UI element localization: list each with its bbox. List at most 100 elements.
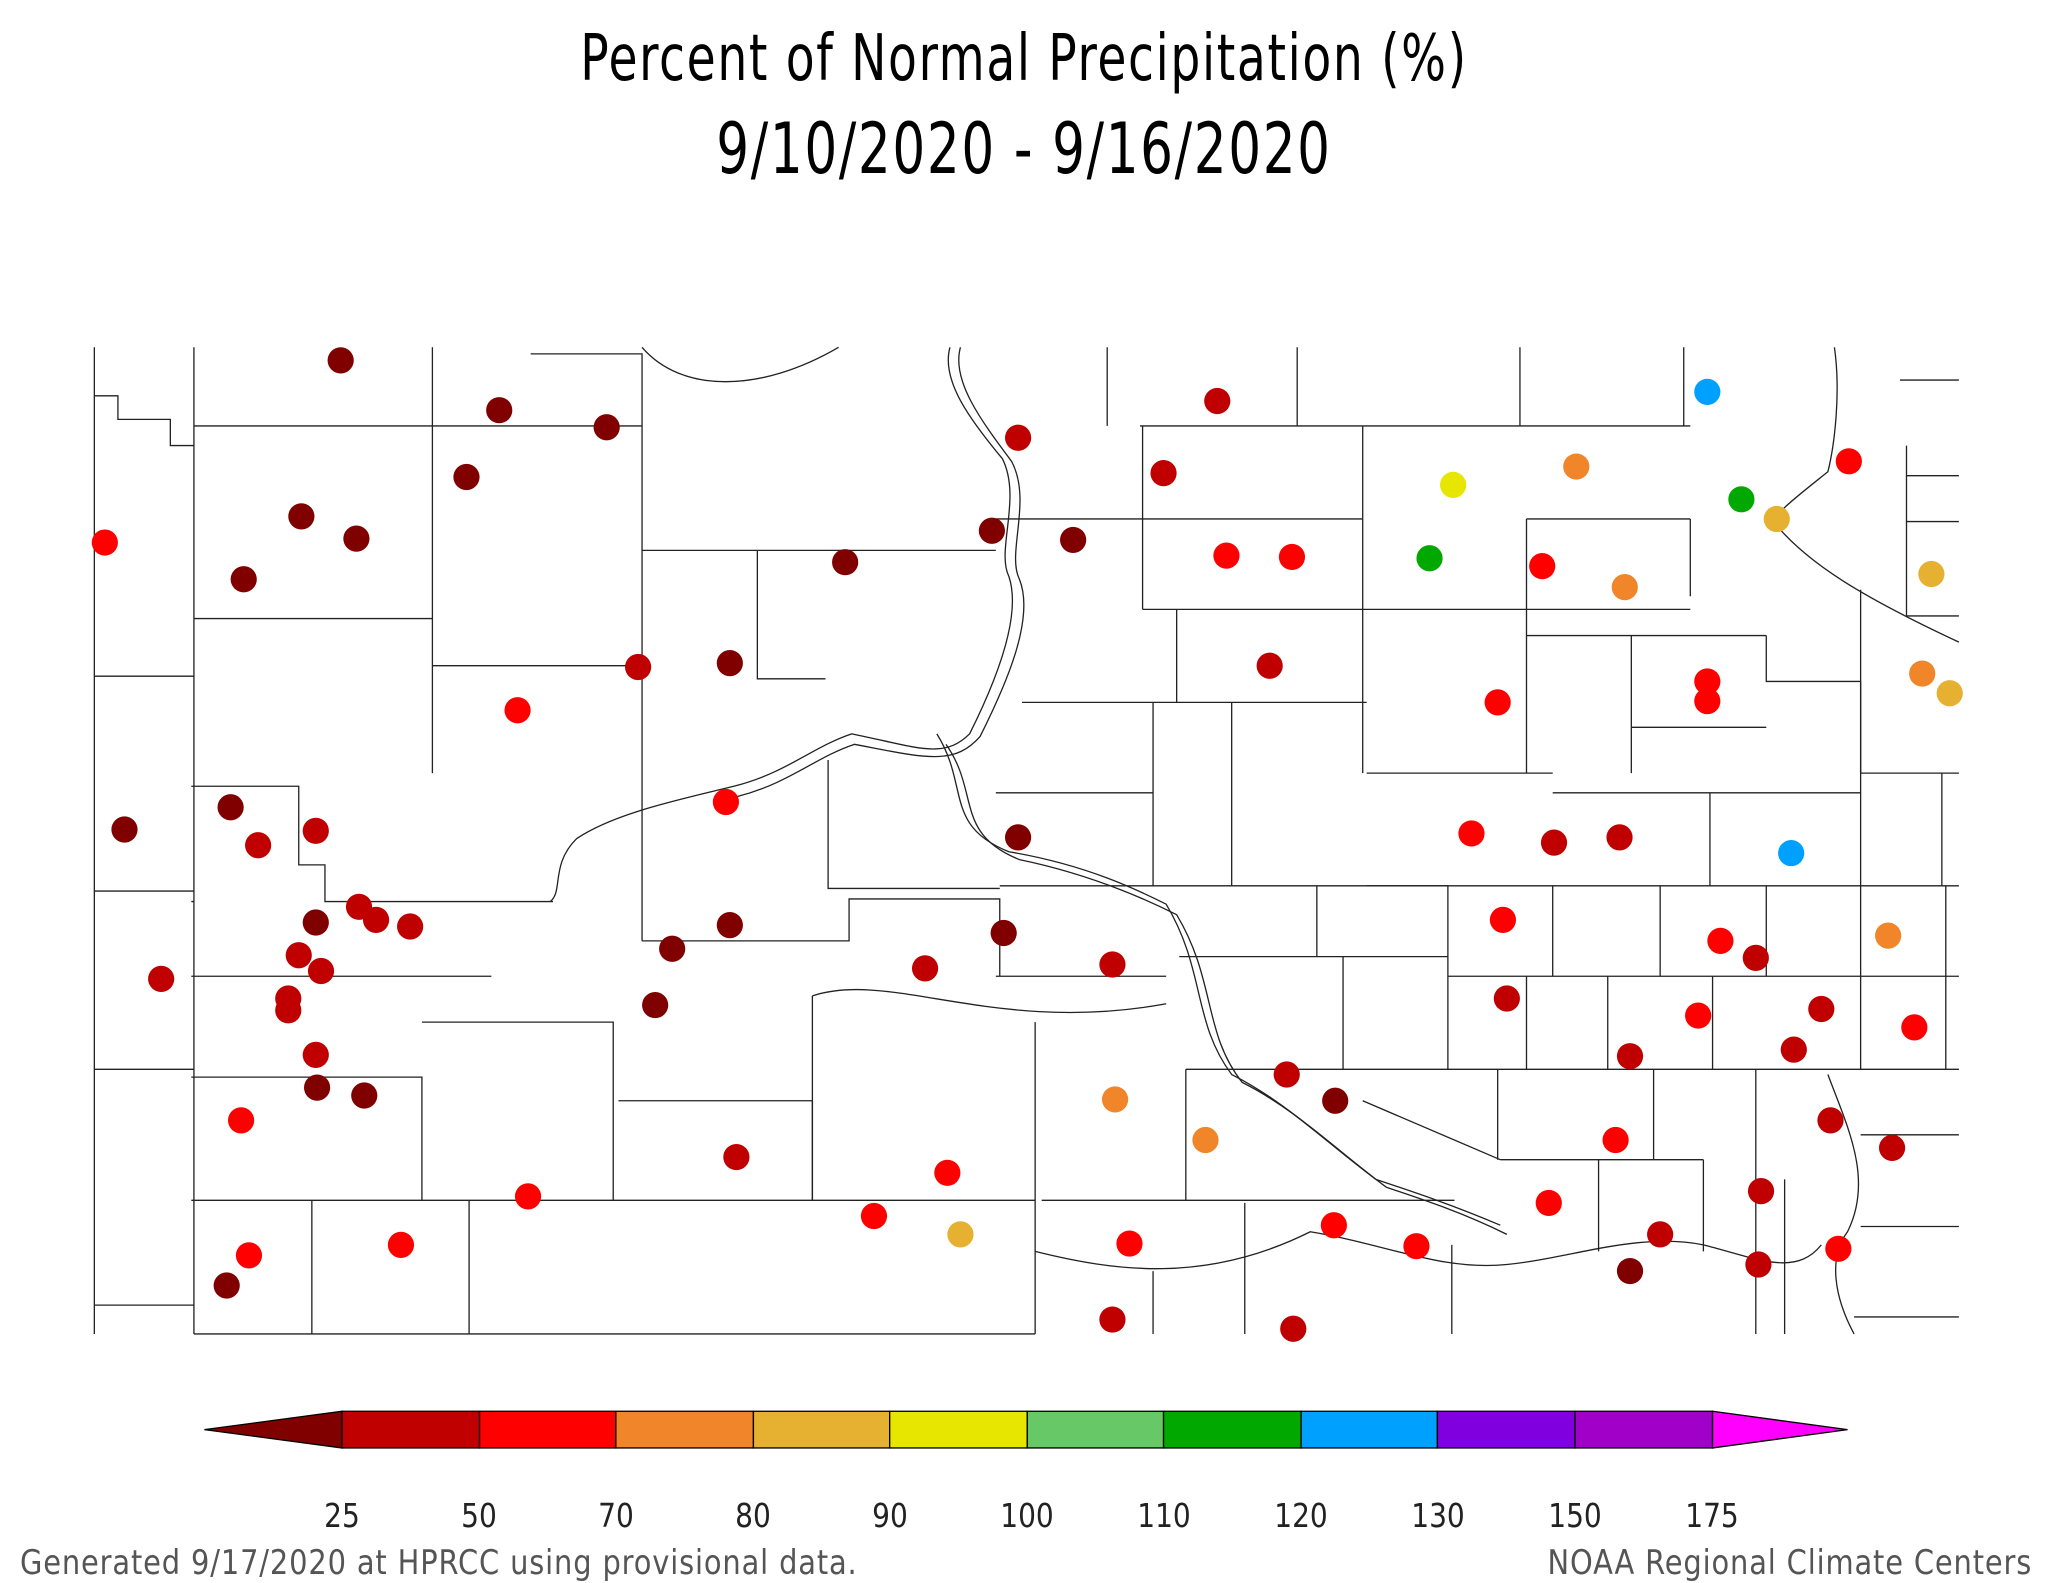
station-dot [1280, 1315, 1307, 1342]
station-dot [302, 1041, 329, 1068]
station-dot [1192, 1126, 1219, 1154]
station-dot [327, 347, 354, 374]
station-dot [1602, 1126, 1629, 1154]
station-dot [1909, 660, 1936, 687]
station-dot [1278, 543, 1306, 571]
station-dots [91, 347, 1963, 1342]
station-dot [1707, 927, 1734, 954]
station-dot [303, 1074, 331, 1101]
station-dot [235, 1242, 263, 1269]
station-dot [860, 1202, 888, 1230]
station-dot [1484, 689, 1511, 716]
station-dot [1647, 1221, 1674, 1248]
station-dot [1747, 1178, 1775, 1205]
station-dot [1204, 387, 1231, 415]
station-dot [1808, 995, 1835, 1023]
chart-title: Percent of Normal Precipitation (%) [580, 22, 1468, 96]
station-dot [227, 1107, 255, 1134]
station-dot [1763, 505, 1790, 533]
station-dot [642, 991, 669, 1019]
station-dot [625, 653, 652, 681]
station-dot [1529, 553, 1556, 580]
station-dot [1099, 1306, 1126, 1333]
station-dot [1213, 542, 1240, 569]
station-dot [1150, 459, 1177, 487]
station-dot [593, 414, 620, 441]
station-dot [1616, 1257, 1644, 1285]
colorbar-label: 175 [1685, 1496, 1739, 1535]
colorbar-lower-arrow [204, 1410, 343, 1449]
station-dot [302, 909, 329, 936]
station-dot [1742, 944, 1769, 972]
colorbar-label: 130 [1411, 1496, 1465, 1535]
station-dot [1416, 545, 1443, 572]
station-dot [213, 1272, 240, 1299]
generated-note: Generated 9/17/2020 at HPRCC using provi… [20, 1543, 858, 1583]
station-dot [723, 1143, 750, 1171]
chart-date-range: 9/10/2020 - 9/16/2020 [716, 108, 1332, 190]
colorbar-label: 80 [735, 1496, 771, 1535]
station-dot [990, 919, 1017, 947]
station-dot [288, 503, 315, 530]
colorbar-upper-arrow [1711, 1410, 1848, 1449]
station-dot [1535, 1189, 1562, 1217]
station-dot [453, 463, 480, 491]
station-dot [1320, 1212, 1347, 1239]
source-credit: NOAA Regional Climate Centers [1547, 1543, 2032, 1583]
colorbar-label: 70 [598, 1496, 634, 1535]
station-dot [1005, 424, 1032, 451]
station-dot [1878, 1134, 1906, 1162]
county-boundaries [93, 346, 1960, 1335]
station-dot [486, 397, 513, 424]
station-dot [1563, 453, 1590, 480]
station-dot [1936, 680, 1963, 707]
station-dot [659, 935, 686, 962]
station-dot [716, 912, 743, 939]
station-dot [1440, 471, 1467, 498]
station-dot [978, 517, 1006, 544]
colorbar-label: 120 [1274, 1496, 1328, 1535]
station-dot [1694, 687, 1721, 715]
colorbar-label: 100 [1000, 1496, 1054, 1535]
station-dot [351, 1082, 378, 1109]
station-dot [716, 649, 743, 677]
station-dot [1060, 526, 1087, 554]
station-dot [1116, 1230, 1143, 1257]
station-dot [343, 525, 370, 552]
station-dot [911, 955, 939, 982]
station-dot [514, 1183, 542, 1210]
station-dot [217, 794, 244, 821]
station-dot [832, 549, 859, 576]
station-dot [1694, 378, 1721, 405]
station-dot [1256, 652, 1283, 679]
station-dot [302, 817, 329, 844]
station-dot [1611, 573, 1638, 601]
station-dot [1099, 951, 1126, 978]
station-dot [1817, 1107, 1844, 1134]
station-dot [1745, 1251, 1772, 1278]
station-dot [1835, 448, 1862, 475]
station-dot [712, 788, 740, 816]
station-dot [1493, 985, 1520, 1012]
station-dot [1901, 1014, 1928, 1041]
colorbar-label: 90 [872, 1496, 908, 1535]
station-dot [1778, 839, 1805, 867]
colorbar-label: 25 [324, 1496, 360, 1535]
station-dot [504, 697, 531, 724]
station-dot [1458, 820, 1485, 847]
colorbar-label: 150 [1548, 1496, 1602, 1535]
station-dot [387, 1231, 415, 1258]
color-scale-bar [204, 1410, 1848, 1449]
station-dot [148, 965, 175, 992]
station-dot [1403, 1233, 1430, 1260]
colorbar-label: 110 [1137, 1496, 1191, 1535]
station-dot [1616, 1043, 1644, 1070]
station-dot [285, 942, 312, 969]
station-dot [1918, 560, 1945, 588]
station-dot [230, 566, 257, 593]
colorbar-label: 50 [461, 1496, 497, 1535]
station-dot [1005, 824, 1032, 851]
station-dot [1685, 1002, 1712, 1029]
station-dot [397, 913, 424, 940]
